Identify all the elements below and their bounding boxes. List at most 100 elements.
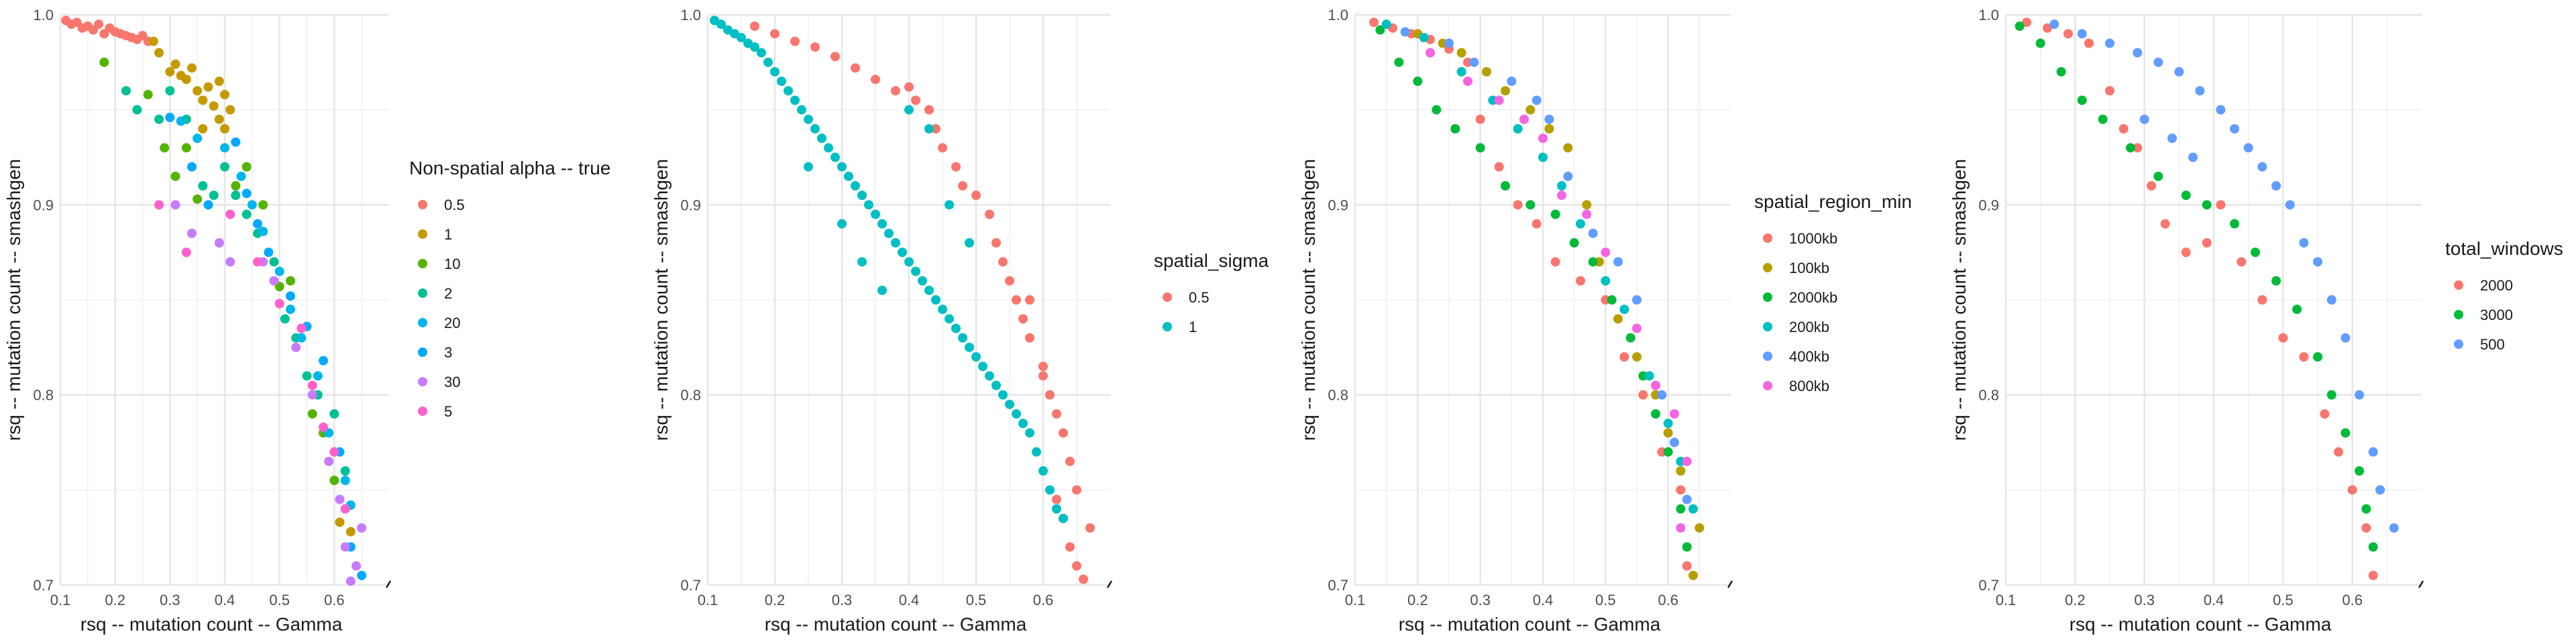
data-point (1059, 513, 1068, 523)
x-tick-label: 0.2 (765, 592, 786, 608)
data-point (329, 447, 339, 457)
data-point (1045, 485, 1055, 495)
data-point (1432, 105, 1442, 115)
data-point (154, 114, 164, 124)
legend-key (418, 288, 427, 298)
data-point (170, 59, 180, 69)
data-point (1619, 305, 1629, 315)
data-point (2202, 200, 2212, 210)
data-point (737, 33, 746, 42)
legend-label: 5 (444, 403, 452, 420)
data-point (1557, 191, 1566, 201)
y-tick-label: 0.7 (33, 577, 54, 594)
legend-label: 200kb (1789, 319, 1829, 335)
series-1 (710, 15, 1068, 523)
data-point (1005, 276, 1014, 286)
data-point (198, 95, 208, 105)
data-point (291, 342, 301, 352)
data-point (307, 390, 317, 400)
data-point (2257, 295, 2267, 305)
data-point (2167, 133, 2177, 144)
data-point (302, 371, 312, 381)
data-point (991, 238, 1001, 248)
data-point (94, 19, 104, 30)
data-point (154, 200, 164, 210)
data-point (2160, 219, 2170, 229)
data-point (132, 105, 142, 115)
legend-label: 400kb (1789, 348, 1829, 365)
data-point (2133, 143, 2143, 153)
data-point (945, 314, 954, 324)
data-point (170, 200, 180, 210)
data-point (985, 209, 994, 219)
data-point (2326, 390, 2337, 400)
data-point (1644, 371, 1654, 381)
data-point (884, 228, 894, 238)
data-point (2133, 48, 2143, 58)
data-point (1682, 456, 1692, 466)
y-tick-label: 0.9 (1328, 197, 1348, 213)
data-point (784, 86, 793, 96)
legend-title: Non-spatial alpha -- true (409, 158, 610, 178)
data-point (1525, 200, 1536, 210)
data-point (770, 29, 780, 39)
data-point (264, 248, 274, 258)
data-point (165, 113, 175, 122)
data-point (193, 194, 203, 204)
data-point (2243, 143, 2253, 153)
data-point (810, 42, 820, 52)
data-point (877, 219, 887, 229)
data-point (1601, 248, 1611, 258)
data-point (99, 57, 109, 67)
data-point (2341, 428, 2351, 438)
data-point (971, 191, 981, 201)
data-point (1670, 437, 1679, 447)
data-point (1544, 114, 1554, 124)
data-point (1059, 428, 1068, 438)
data-point (148, 36, 158, 46)
data-point (1426, 48, 1435, 58)
data-point (985, 371, 994, 381)
legend-label: 0.5 (1189, 289, 1210, 306)
data-point (837, 219, 847, 229)
data-point (2230, 124, 2239, 133)
data-point (891, 238, 900, 248)
data-point (1018, 314, 1028, 324)
legend-label: 2000kb (1789, 289, 1837, 306)
data-point (2035, 38, 2045, 48)
data-point (1085, 523, 1095, 533)
data-point (1413, 76, 1423, 87)
data-point (1038, 466, 1048, 476)
data-point (1005, 399, 1014, 409)
legend-label: 1 (444, 226, 452, 243)
data-point (2271, 276, 2281, 286)
data-point (1052, 494, 1061, 504)
data-point (2313, 257, 2322, 267)
legend-key (2454, 280, 2463, 290)
data-point (307, 409, 317, 419)
series-3 (165, 113, 367, 580)
x-tick-label: 0.2 (2065, 592, 2086, 608)
y-tick-label: 1.0 (1328, 7, 1348, 23)
data-point (1588, 228, 1598, 238)
data-point (844, 171, 853, 181)
data-point (1532, 95, 1542, 105)
data-point (2077, 29, 2087, 39)
series-100kb (1413, 29, 1705, 580)
x-tick-label: 0.2 (105, 592, 125, 608)
x-tick-label: 0.5 (1595, 592, 1616, 608)
axis-corner-mark (1727, 580, 1733, 588)
data-point (837, 162, 847, 172)
data-point (231, 181, 241, 191)
data-point (1501, 181, 1510, 191)
y-tick-label: 0.7 (680, 577, 701, 594)
data-point (1025, 295, 1034, 305)
legend-label: 500 (2480, 336, 2505, 353)
data-point (269, 276, 279, 286)
data-point (2084, 38, 2094, 48)
legend-label: 2 (444, 285, 452, 302)
data-point (1676, 504, 1686, 514)
data-point (1072, 561, 1081, 571)
data-point (830, 152, 840, 162)
data-point (1607, 295, 1617, 305)
